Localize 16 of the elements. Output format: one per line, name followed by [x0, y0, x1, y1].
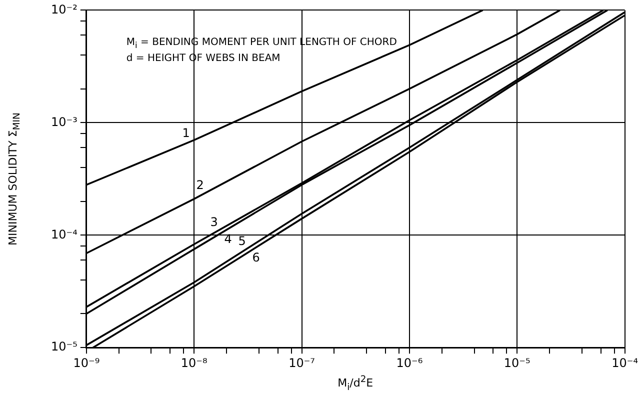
series-label: 5 — [238, 234, 246, 248]
series-label: 3 — [210, 215, 218, 230]
y-tick-label: 10⁻³ — [50, 114, 78, 129]
x-tick-label: 10⁻⁶ — [396, 356, 423, 370]
series-label: 6 — [252, 250, 260, 265]
y-tick-label: 10⁻⁵ — [50, 340, 78, 354]
series-label: 2 — [196, 178, 204, 192]
x-tick-label: 10⁻⁷ — [288, 356, 316, 370]
x-tick-label: 10⁻⁹ — [73, 356, 100, 370]
x-tick-label: 10⁻⁴ — [612, 356, 638, 370]
y-tick-label: 10⁻⁴ — [50, 227, 78, 242]
x-tick-label: 10⁻⁸ — [180, 356, 208, 370]
x-axis-title: M$_{i}$/d$^{2}$E — [338, 374, 374, 392]
y-tick-label: 10⁻² — [50, 2, 78, 16]
x-tick-label: 10⁻⁵ — [504, 356, 531, 370]
series-label: 1 — [182, 126, 190, 140]
